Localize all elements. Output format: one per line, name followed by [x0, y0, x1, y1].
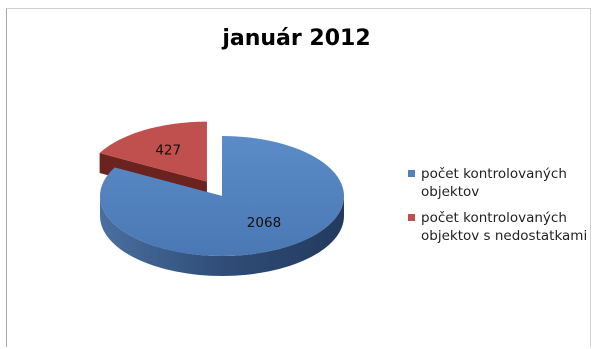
legend-label-objects: počet kontrolovaných objektov: [421, 166, 567, 200]
legend-item-objects[interactable]: počet kontrolovaných objektov: [408, 165, 593, 201]
legend-swatch-red: [408, 214, 415, 221]
slice-objects[interactable]: [99, 136, 344, 257]
chart-title: január 2012: [222, 26, 371, 51]
legend-item-objects-with-defects[interactable]: počet kontrolovaných objektov s nedostat…: [408, 209, 593, 245]
slice-objects-side: [100, 196, 344, 276]
data-label-objects-with-defects: 427: [155, 143, 181, 159]
slice-objects-with-defects[interactable]: [99, 121, 207, 182]
chart-frame: [6, 8, 591, 347]
data-label-objects: 2068: [247, 215, 281, 231]
legend-label-objects-with-defects: počet kontrolovaných objektov s nedostat…: [421, 210, 588, 244]
legend: počet kontrolovaných objektov počet kont…: [408, 165, 593, 253]
legend-swatch-blue: [408, 170, 415, 177]
